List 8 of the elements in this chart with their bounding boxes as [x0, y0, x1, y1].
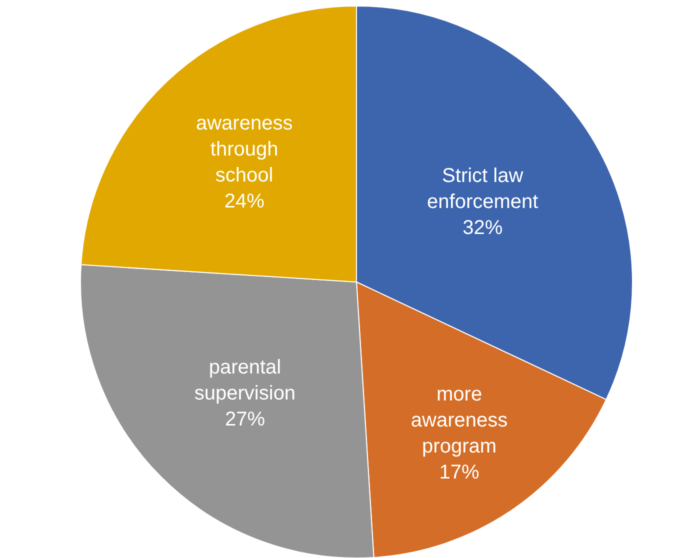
- slice-label: more awareness program: [410, 383, 508, 458]
- slice-label: Strict law enforcement: [427, 164, 539, 213]
- data-label: 32%: [462, 216, 503, 239]
- data-label: 17%: [439, 461, 480, 484]
- slice-label: parental supervision: [194, 356, 296, 405]
- slice-label: awareness through school: [196, 112, 293, 187]
- data-label: 24%: [224, 190, 265, 213]
- data-label: 27%: [224, 408, 266, 431]
